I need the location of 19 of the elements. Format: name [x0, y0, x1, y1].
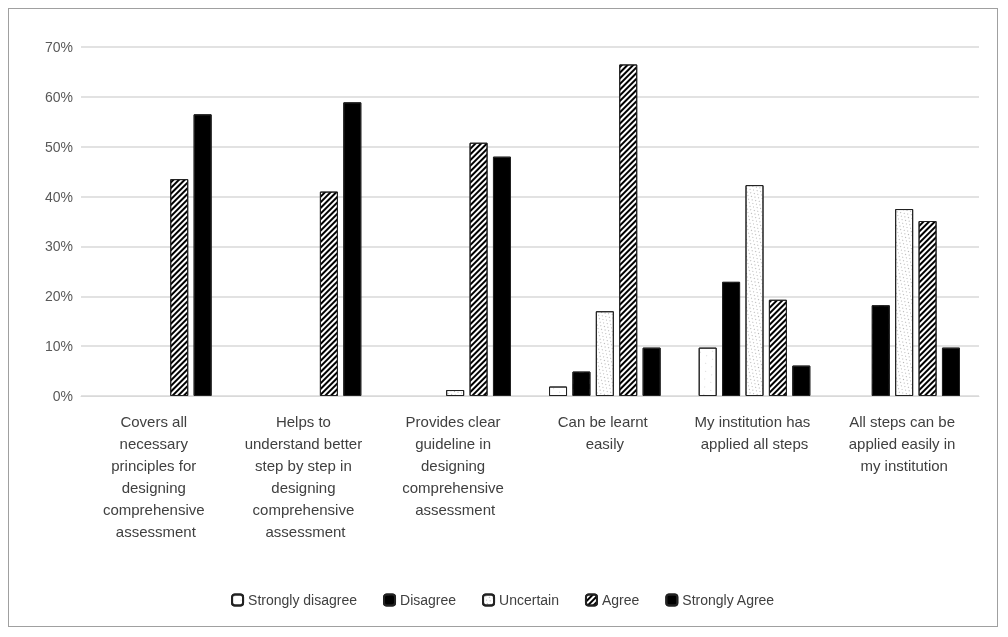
x-tick-label: All steps can be applied easily in my institution: [848, 412, 960, 474]
x-tick-label: My institution has applied all steps: [694, 412, 815, 452]
y-tick-label: 70%: [44, 39, 73, 55]
y-tick-label: 30%: [44, 238, 73, 255]
legend-label: Disagree: [400, 592, 457, 608]
legend-label: Uncertain: [499, 592, 559, 608]
y-tick-label: 20%: [44, 288, 73, 305]
y-tick-label: 60%: [44, 88, 73, 105]
x-tick-label: Can be learnt easily: [557, 412, 652, 452]
legend-label: Strongly Agree: [682, 592, 775, 608]
x-tick-label: Covers all necessary principles for designing comprehensive assessment: [102, 412, 209, 540]
y-tick-label: 10%: [44, 338, 73, 355]
y-tick-label: 50%: [44, 138, 73, 155]
x-tick-label: Helps to understand better step by step in designing comprehensive assessment: [244, 412, 367, 540]
legend-label: Strongly disagree: [248, 592, 358, 608]
y-tick-label: 40%: [44, 188, 73, 205]
y-tick-label: 0%: [52, 388, 73, 404]
legend-label: Agree: [601, 592, 640, 608]
x-tick-label: Provides clear guideline in designing comprehensive assessment: [402, 412, 509, 518]
